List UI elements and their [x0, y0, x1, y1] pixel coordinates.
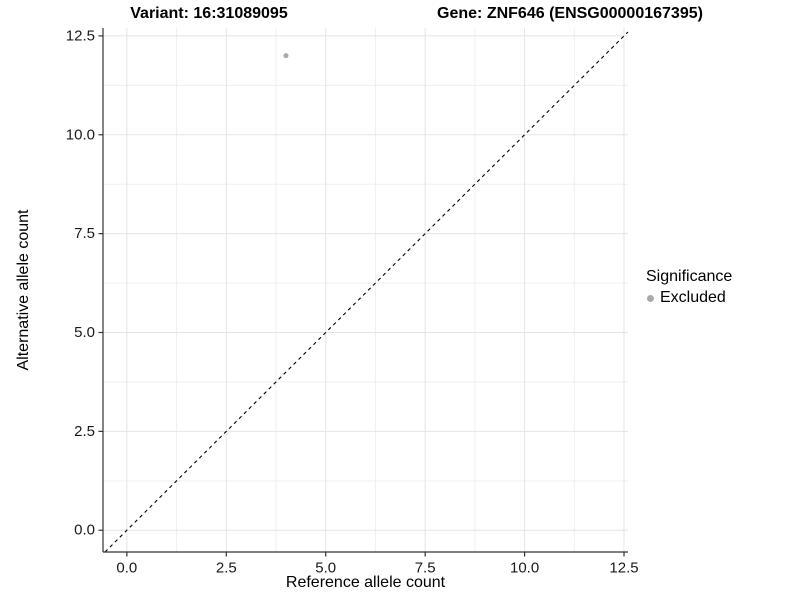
x-tick-label: 10.0 [510, 559, 539, 576]
x-tick-label: 5.0 [315, 559, 336, 576]
legend-title: Significance [646, 268, 733, 285]
plot-title-gene: Gene: ZNF646 (ENSG00000167395) [437, 5, 703, 22]
data-point-excluded [283, 53, 289, 59]
x-tick-label: 7.5 [415, 559, 436, 576]
identity-dashed-line [104, 31, 629, 553]
y-tick-label: 10.0 [66, 126, 95, 143]
y-tick-label: 12.5 [66, 27, 95, 44]
excluded-point-icon [647, 294, 654, 302]
y-tick-label: 0.0 [74, 522, 95, 539]
legend-item-excluded: Excluded [646, 289, 732, 307]
y-tick-label: 7.5 [74, 225, 95, 242]
y-tick-label: 5.0 [74, 324, 95, 341]
x-tick-label: 12.5 [609, 559, 638, 576]
legend-item-label: Excluded [660, 289, 726, 306]
x-axis-title: Reference allele count [285, 574, 446, 591]
x-tick-label: 2.5 [216, 559, 237, 576]
x-tick-label: 0.0 [116, 559, 137, 576]
plot-title-variant: Variant: 16:31089095 [130, 5, 288, 22]
legend: Significance Excluded [646, 268, 732, 307]
y-axis-title: Alternative allele count [15, 209, 32, 371]
y-tick-label: 2.5 [74, 423, 95, 440]
